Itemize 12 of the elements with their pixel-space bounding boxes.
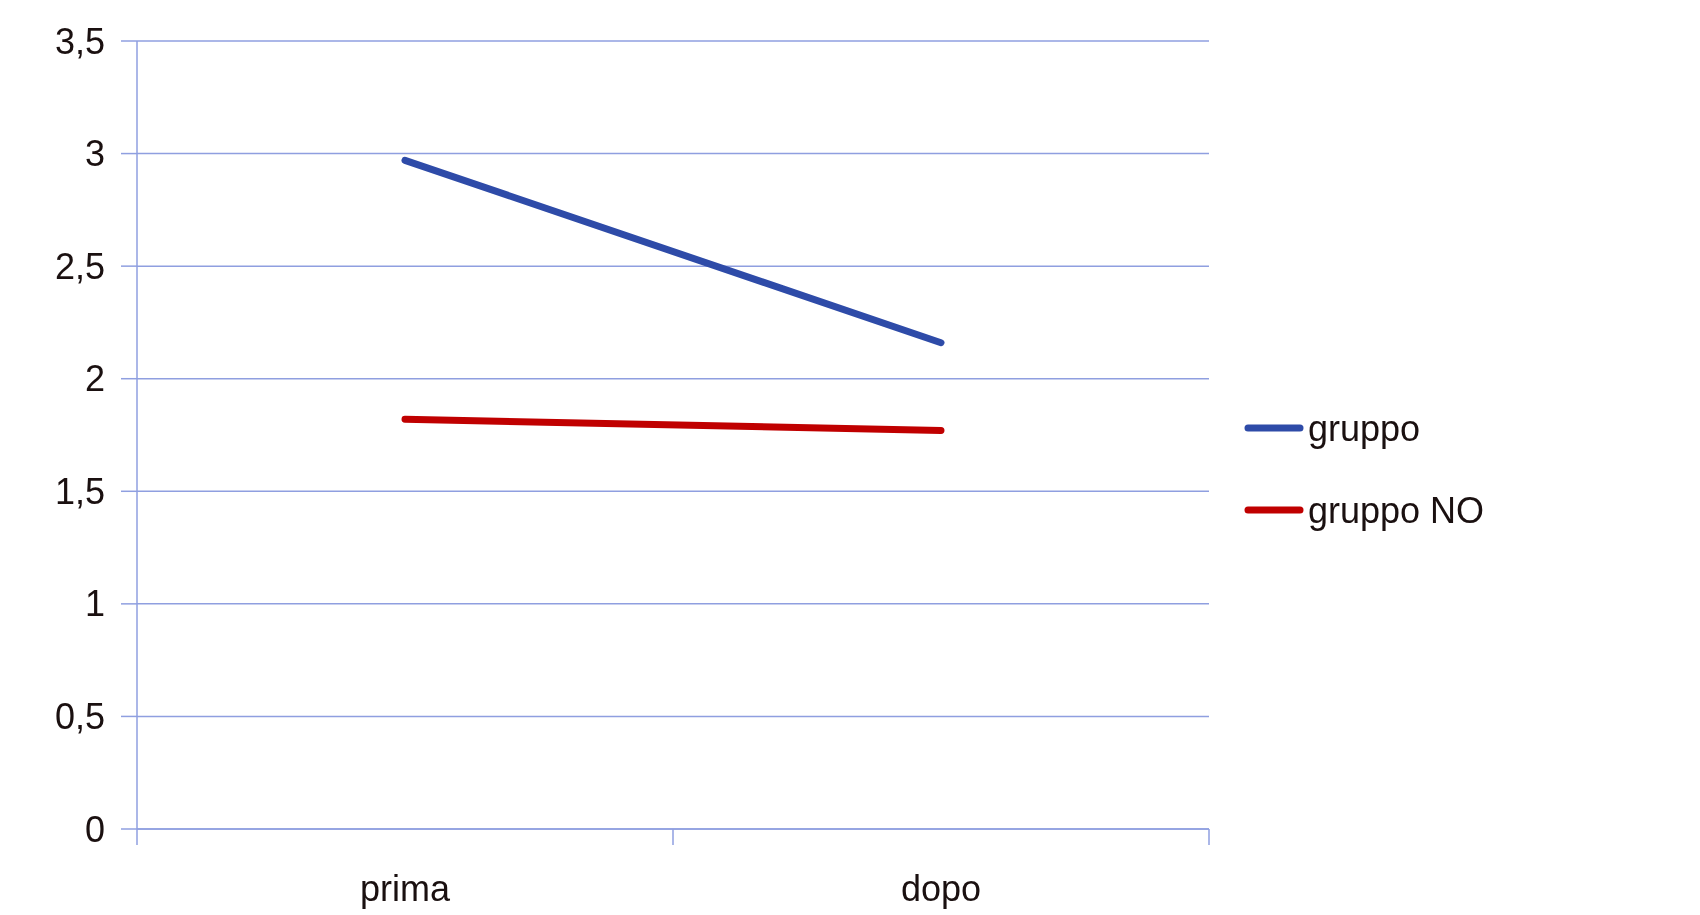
legend-label: gruppo <box>1308 407 1421 449</box>
x-tick-label: prima <box>359 868 451 909</box>
legend-label: gruppo NO <box>1308 489 1485 531</box>
y-tick-label: 1 <box>84 583 105 625</box>
y-tick-label: 2 <box>84 358 105 400</box>
y-tick-label: 0,5 <box>54 696 105 738</box>
y-tick-label: 3 <box>84 133 105 175</box>
y-tick-label: 2,5 <box>54 245 105 287</box>
x-tick-label: dopo <box>900 868 982 909</box>
y-tick-label: 3,5 <box>54 20 105 62</box>
y-tick-label: 1,5 <box>54 470 105 512</box>
y-tick-label: 0 <box>84 808 105 850</box>
